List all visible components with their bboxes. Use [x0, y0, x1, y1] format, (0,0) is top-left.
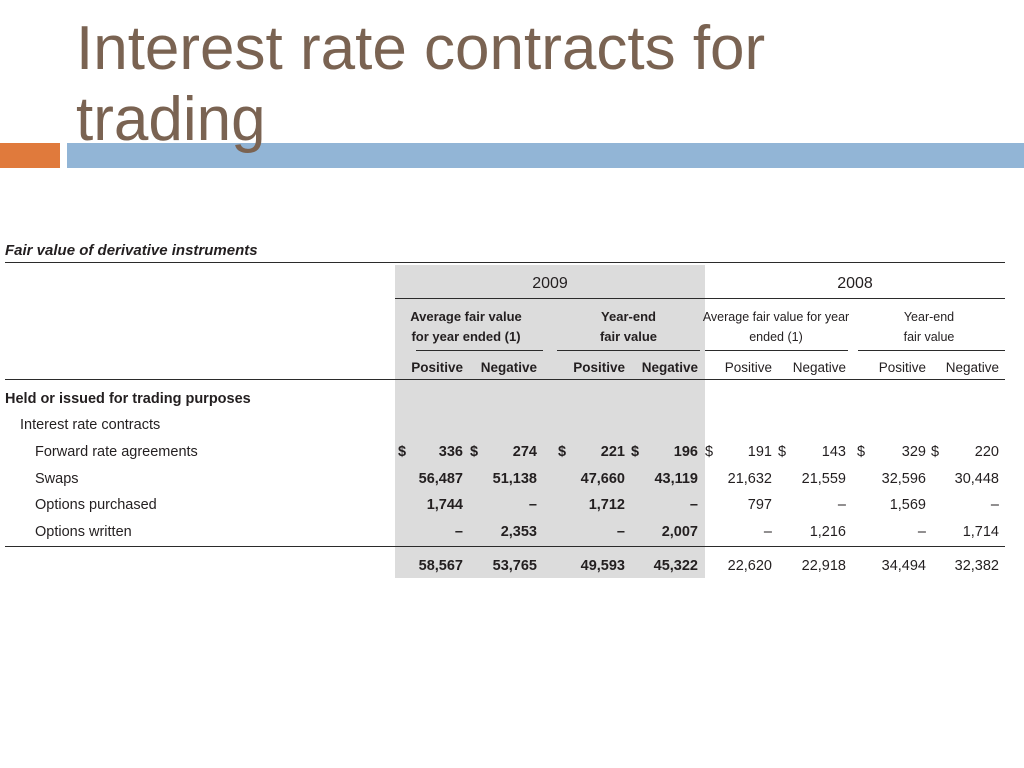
group-rule: [416, 350, 543, 351]
currency-symbol: $: [778, 444, 787, 460]
header-rule: [5, 379, 1005, 380]
value-cell: 1,712: [588, 497, 625, 513]
column-group-2009-average: Average fair value for year ended (1): [405, 307, 527, 347]
column-header-positive: Positive: [411, 360, 463, 375]
value-cell: 30,448: [954, 470, 999, 487]
slide-title: Interest rate contracts for trading: [76, 14, 766, 154]
year-header-2009: 2009: [532, 275, 568, 292]
row-label: Forward rate agreements: [35, 444, 198, 460]
column-group-line: Year-end: [903, 310, 955, 324]
value-cell: 56,487: [418, 470, 463, 487]
value-cell: –: [689, 497, 698, 513]
column-group-line: fair value: [903, 330, 955, 344]
group-label: Interest rate contracts: [20, 417, 161, 433]
currency-symbol: $: [931, 444, 940, 460]
column-group-line: Average fair value: [410, 309, 522, 324]
table-caption: Fair value of derivative instruments: [5, 242, 258, 259]
value-cell: 191: [747, 444, 772, 460]
column-header-negative: Negative: [792, 360, 846, 375]
value-cell: 21,559: [801, 470, 846, 487]
currency-symbol: $: [470, 444, 479, 460]
value-cell: –: [616, 524, 625, 540]
row-label: Options purchased: [35, 497, 157, 513]
column-group-line: Average fair value for year: [702, 310, 850, 324]
group-rule: [858, 350, 1005, 351]
currency-symbol: $: [558, 444, 567, 460]
caption-rule: [5, 262, 1005, 263]
value-cell: –: [763, 524, 772, 540]
value-cell: 1,744: [426, 497, 463, 513]
value-cell: 21,632: [727, 470, 772, 487]
value-cell: 1,569: [889, 497, 926, 513]
value-cell: –: [454, 524, 463, 540]
accent-bar-blue: [67, 143, 1024, 168]
total-cell: 34,494: [881, 558, 926, 574]
currency-symbol: $: [631, 444, 640, 460]
column-group-line: fair value: [599, 329, 658, 344]
value-cell: 329: [901, 444, 926, 460]
value-cell: 143: [821, 444, 846, 460]
currency-symbol: $: [398, 444, 407, 460]
value-cell: 274: [512, 444, 537, 460]
row-label: Swaps: [35, 470, 79, 487]
total-cell: 45,322: [653, 558, 698, 574]
total-cell: 22,620: [727, 558, 772, 574]
value-cell: 196: [673, 444, 698, 460]
column-group-2008-average: Average fair value for year ended (1): [700, 307, 852, 347]
column-header-positive: Positive: [573, 360, 625, 375]
current-year-shading: [395, 265, 705, 578]
row-label: Options written: [35, 524, 132, 540]
fair-value-table: Fair value of derivative instruments 200…: [0, 230, 1024, 590]
currency-symbol: $: [857, 444, 866, 460]
value-cell: 43,119: [654, 470, 698, 487]
value-cell: –: [528, 497, 537, 513]
total-cell: 53,765: [492, 558, 537, 574]
value-cell: 32,596: [881, 470, 926, 487]
value-cell: 51,138: [492, 470, 537, 487]
column-header-negative: Negative: [945, 360, 999, 375]
column-group-line: Year-end: [601, 309, 656, 324]
total-cell: 58,567: [418, 558, 463, 574]
total-cell: 22,918: [801, 558, 846, 574]
column-group-2008-year-end: Year-end fair value: [858, 307, 1000, 347]
total-cell: 32,382: [954, 558, 999, 574]
value-cell: 2,007: [661, 524, 698, 540]
group-rule: [705, 350, 848, 351]
value-cell: –: [837, 497, 846, 513]
total-cell: 49,593: [580, 558, 625, 574]
value-cell: 221: [600, 444, 625, 460]
value-cell: 2,353: [500, 524, 537, 540]
column-group-2009-year-end: Year-end fair value: [557, 307, 700, 347]
column-header-negative: Negative: [641, 360, 698, 375]
section-label: Held or issued for trading purposes: [5, 391, 251, 407]
column-group-line: ended (1): [749, 330, 803, 344]
value-cell: 47,660: [580, 470, 625, 487]
value-cell: 1,714: [962, 524, 999, 540]
column-group-line: for year ended (1): [411, 329, 521, 344]
accent-bar-orange: [0, 143, 60, 168]
value-cell: 1,216: [809, 524, 846, 540]
column-header-negative: Negative: [480, 360, 537, 375]
currency-symbol: $: [705, 444, 714, 460]
value-cell: –: [990, 497, 999, 513]
value-cell: 797: [747, 497, 772, 513]
value-cell: 336: [438, 444, 463, 460]
year-rule: [395, 298, 1005, 299]
column-header-positive: Positive: [724, 360, 772, 375]
value-cell: –: [917, 524, 926, 540]
total-rule: [5, 546, 1005, 547]
column-header-positive: Positive: [878, 360, 926, 375]
group-rule: [557, 350, 700, 351]
value-cell: 220: [974, 444, 999, 460]
year-header-2008: 2008: [837, 275, 873, 292]
